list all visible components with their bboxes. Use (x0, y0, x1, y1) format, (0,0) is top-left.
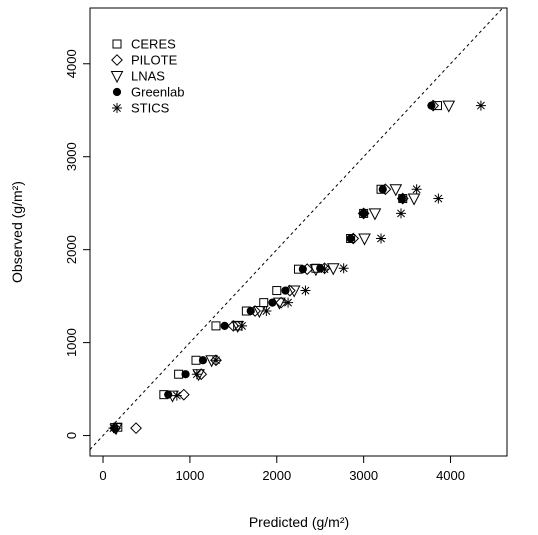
legend-marker-pilote (111, 54, 123, 66)
data-point (237, 320, 248, 331)
data-point (389, 184, 403, 197)
data-point (130, 422, 142, 435)
x-tick-label: 1000 (175, 468, 204, 483)
data-point (319, 264, 330, 275)
x-axis: 0 1000 2000 3000 4000 (99, 456, 465, 483)
data-point (198, 356, 208, 365)
data-point (181, 370, 190, 379)
data-point (205, 355, 218, 368)
legend-marker-ceres (112, 39, 122, 49)
data-point (433, 193, 444, 204)
data-point (261, 306, 272, 317)
data-point (442, 100, 456, 113)
data-point (268, 298, 277, 307)
series-pilote (109, 99, 440, 435)
data-point (177, 388, 190, 401)
reference-line-group (89, 7, 504, 450)
data-point (272, 286, 282, 296)
data-point (273, 297, 286, 310)
legend-marker-greenlab (112, 87, 122, 97)
x-axis-title: Predicted (g/m²) (249, 514, 349, 530)
legend-label-pilote: PILOTE (131, 53, 178, 68)
data-point (259, 298, 269, 308)
data-point (411, 184, 422, 195)
x-tick-label: 2000 (262, 468, 291, 483)
legend-label-stics: STICS (131, 101, 170, 116)
data-point (210, 354, 222, 367)
data-point (287, 285, 301, 298)
data-point (195, 368, 208, 381)
y-tick-label: 3000 (64, 142, 79, 171)
one-to-one-line (89, 7, 504, 450)
y-tick-label: 0 (64, 432, 79, 439)
data-point (359, 209, 368, 218)
data-point (358, 233, 371, 246)
legend-label-greenlab: Greenlab (131, 85, 184, 100)
data-point (108, 423, 119, 434)
y-tick-label: 2000 (64, 235, 79, 264)
data-point (191, 355, 201, 365)
data-point (281, 286, 290, 295)
data-point (275, 296, 288, 309)
legend-label-lnas: LNAS (131, 69, 165, 84)
data-point (220, 321, 229, 330)
series-stics (108, 100, 486, 434)
data-point (300, 285, 311, 296)
data-point (211, 321, 221, 331)
data-point (246, 306, 255, 316)
data-point (397, 194, 406, 203)
data-point (283, 297, 294, 308)
plot-frame (89, 7, 508, 457)
data-point (376, 233, 387, 244)
x-tick-label: 0 (99, 468, 106, 483)
data-point (210, 355, 221, 366)
data-point (227, 319, 240, 332)
series-ceres (113, 101, 442, 432)
data-point (231, 320, 245, 333)
data-point (191, 369, 202, 380)
legend-marker-stics (112, 103, 122, 113)
y-tick-label: 4000 (64, 49, 79, 78)
series-greenlab (110, 101, 436, 433)
y-axis-title: Observed (g/m²) (9, 181, 25, 283)
data-point (253, 306, 266, 319)
plot-border (89, 7, 508, 457)
data-point (298, 265, 307, 274)
data-points (108, 99, 486, 436)
data-point (174, 369, 184, 379)
data-point (171, 390, 182, 401)
data-point (407, 193, 421, 206)
data-point (164, 390, 173, 399)
data-point (346, 234, 355, 243)
data-point (475, 100, 486, 111)
data-point (427, 101, 436, 110)
y-tick-label: 1000 (64, 328, 79, 357)
legend-label-ceres: CERES (131, 37, 176, 52)
y-axis: 0 1000 2000 3000 4000 (64, 49, 90, 439)
series-lnas (109, 100, 456, 436)
data-point (378, 185, 387, 194)
data-point (396, 208, 407, 219)
data-point (338, 263, 349, 274)
data-point (326, 263, 340, 276)
data-point (368, 208, 382, 221)
x-tick-label: 4000 (436, 468, 465, 483)
x-tick-label: 3000 (349, 468, 378, 483)
legend-marker-lnas (110, 71, 124, 84)
